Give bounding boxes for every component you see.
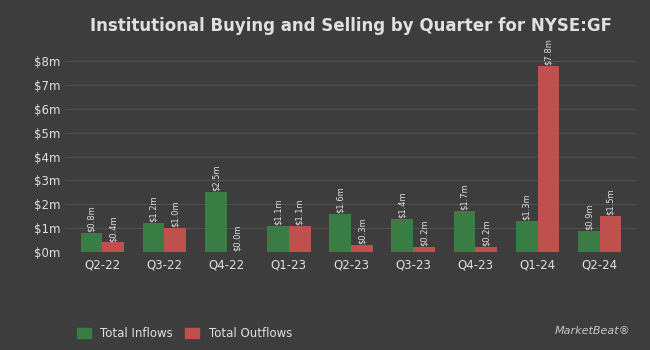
Bar xyxy=(289,226,311,252)
Text: $1.1m: $1.1m xyxy=(274,198,283,225)
Text: $0.2m: $0.2m xyxy=(482,220,491,246)
Text: $0.9m: $0.9m xyxy=(584,203,593,230)
Text: $0.3m: $0.3m xyxy=(358,217,367,244)
Bar xyxy=(600,216,621,252)
Text: $0.0m: $0.0m xyxy=(233,224,242,251)
Bar xyxy=(102,243,124,252)
Bar xyxy=(267,226,289,252)
Bar xyxy=(164,228,187,252)
Bar xyxy=(475,247,497,252)
Text: $0.8m: $0.8m xyxy=(87,205,96,232)
Legend: Total Inflows, Total Outflows: Total Inflows, Total Outflows xyxy=(71,321,298,346)
Text: MarketBeat®: MarketBeat® xyxy=(554,326,630,336)
Text: $1.4m: $1.4m xyxy=(398,191,407,218)
Text: $0.2m: $0.2m xyxy=(419,220,428,246)
Text: $1.7m: $1.7m xyxy=(460,184,469,210)
Bar xyxy=(538,66,559,252)
Bar xyxy=(413,247,435,252)
Bar xyxy=(81,233,102,252)
Text: $7.8m: $7.8m xyxy=(544,38,553,65)
Text: $0.4m: $0.4m xyxy=(109,215,118,242)
Bar xyxy=(205,193,227,252)
Text: $1.3m: $1.3m xyxy=(522,193,531,220)
Bar xyxy=(143,223,164,252)
Bar xyxy=(515,221,538,252)
Text: $2.5m: $2.5m xyxy=(211,165,220,191)
Text: $1.6m: $1.6m xyxy=(335,186,345,213)
Bar xyxy=(578,231,600,252)
Title: Institutional Buying and Selling by Quarter for NYSE:GF: Institutional Buying and Selling by Quar… xyxy=(90,17,612,35)
Bar xyxy=(330,214,351,252)
Text: $1.2m: $1.2m xyxy=(149,196,158,222)
Text: $1.5m: $1.5m xyxy=(606,189,615,215)
Bar xyxy=(391,219,413,252)
Text: $1.0m: $1.0m xyxy=(171,201,180,227)
Text: $1.1m: $1.1m xyxy=(295,198,304,225)
Bar xyxy=(454,211,475,252)
Bar xyxy=(351,245,372,252)
